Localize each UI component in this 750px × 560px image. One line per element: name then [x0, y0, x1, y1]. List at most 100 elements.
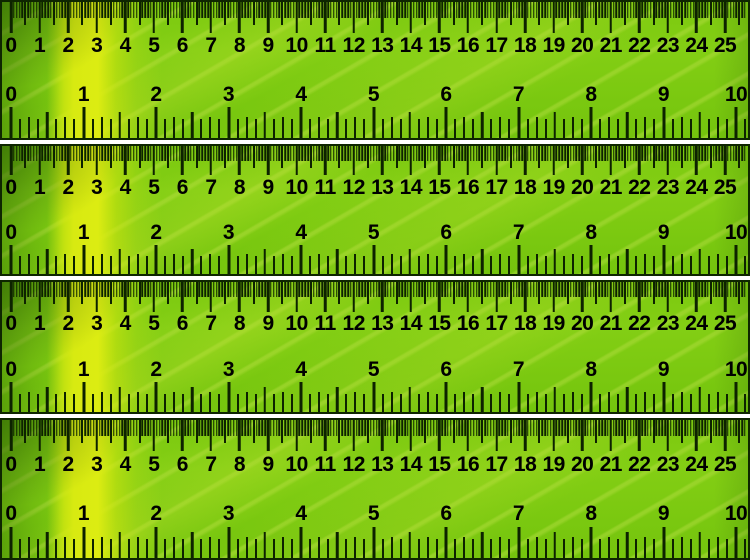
cm-tick-half — [681, 146, 684, 168]
cm-tick-minor — [198, 146, 201, 161]
cm-tick-minor — [689, 146, 692, 161]
cm-tick-minor — [287, 282, 289, 297]
cm-tick-minor — [350, 420, 352, 436]
cm-tick-minor — [541, 146, 543, 161]
cm-tick-minor — [184, 2, 186, 18]
cm-tick-minor — [492, 146, 495, 161]
cm-tick-minor — [187, 146, 189, 161]
cm-tick-minor — [604, 146, 606, 161]
cm-tick-minor — [561, 146, 563, 161]
cm-tick-minor — [584, 282, 586, 297]
cm-tick-minor — [161, 420, 164, 436]
cm-tick-minor — [50, 2, 52, 18]
in-tick-minor — [309, 256, 312, 274]
cm-label: 20 — [571, 34, 594, 57]
inch-label: 9 — [657, 502, 670, 525]
cm-tick-minor — [321, 420, 324, 436]
in-tick-minor — [145, 394, 148, 412]
in-tick-major — [82, 245, 85, 274]
cm-tick-minor — [587, 146, 589, 161]
cm-tick-minor — [644, 146, 646, 161]
in-tick-minor — [562, 539, 565, 558]
cm-tick-minor — [90, 2, 92, 18]
cm-tick-major — [209, 282, 213, 312]
in-tick-minor — [744, 539, 747, 558]
cm-tick-half — [595, 146, 598, 168]
cm-label: 16 — [456, 176, 480, 199]
cm-tick-major — [381, 282, 384, 312]
cm-tick-minor — [158, 420, 161, 436]
cm-tick-minor — [704, 282, 706, 297]
cm-tick-minor — [412, 282, 415, 297]
cm-tick-major — [695, 420, 698, 451]
cm-tick-minor — [98, 146, 101, 161]
cm-tick-major — [9, 282, 13, 312]
cm-label: 14 — [399, 34, 423, 57]
cm-tick-minor — [521, 146, 523, 161]
in-tick-minor — [599, 394, 602, 412]
cm-tick-major — [552, 146, 555, 175]
cm-tick-minor — [61, 282, 64, 297]
cm-tick-half — [709, 282, 712, 304]
cm-tick-minor — [547, 282, 549, 297]
cm-tick-minor — [607, 282, 609, 297]
cm-tick-minor — [744, 146, 746, 161]
cm-tick-minor — [572, 146, 575, 161]
cm-tick-minor — [30, 146, 32, 161]
in-tick-half — [118, 387, 121, 412]
cm-tick-half — [338, 282, 341, 304]
cm-tick-minor — [575, 2, 578, 18]
cm-tick-minor — [13, 282, 15, 297]
cm-tick-minor — [701, 282, 703, 297]
inch-label: 10 — [724, 502, 748, 525]
cm-label: 21 — [599, 176, 623, 199]
cm-tick-minor — [478, 420, 481, 436]
cm-tick-minor — [250, 420, 252, 436]
cm-tick-minor — [507, 420, 509, 436]
in-tick-quarter — [499, 392, 502, 412]
cm-label: 14 — [399, 176, 423, 199]
cm-label: 14 — [399, 312, 423, 335]
cm-tick-minor — [655, 420, 658, 436]
cm-tick-minor — [675, 146, 678, 161]
cm-tick-minor — [58, 420, 61, 436]
cm-tick-minor — [615, 146, 618, 161]
in-tick-half — [263, 112, 266, 138]
inch-label: 10 — [724, 83, 748, 106]
cm-tick-minor — [113, 2, 115, 18]
cm-tick-minor — [687, 146, 689, 161]
cm-label: 20 — [571, 453, 594, 476]
cm-tick-minor — [341, 2, 344, 18]
cm-tick-half — [538, 2, 541, 25]
in-tick-minor — [399, 539, 402, 558]
cm-tick-half — [224, 146, 227, 168]
cm-tick-minor — [241, 146, 244, 161]
cm-tick-minor — [90, 420, 92, 436]
cm-tick-minor — [33, 282, 35, 297]
in-tick-minor — [490, 539, 493, 558]
in-tick-half — [481, 249, 484, 274]
cm-tick-minor — [427, 146, 429, 161]
cm-label: 10 — [285, 176, 308, 199]
in-tick-major — [517, 107, 520, 138]
cm-tick-half — [167, 2, 170, 25]
cm-tick-minor — [347, 420, 349, 436]
in-tick-minor — [435, 394, 438, 412]
cm-tick-minor — [175, 420, 178, 436]
in-tick-major — [9, 245, 13, 274]
inch-label: 2 — [150, 83, 162, 106]
cm-tick-minor — [13, 420, 15, 436]
in-tick-minor — [127, 394, 130, 412]
in-tick-minor — [689, 539, 692, 558]
in-tick-minor — [725, 394, 728, 412]
cm-tick-minor — [141, 282, 144, 297]
cm-tick-minor — [18, 2, 21, 18]
cm-tick-minor — [101, 420, 104, 436]
cm-tick-minor — [30, 420, 32, 436]
cm-tick-minor — [572, 282, 575, 297]
in-tick-minor — [363, 119, 366, 138]
cm-tick-major — [609, 420, 612, 451]
cm-tick-minor — [661, 146, 663, 161]
cm-tick-minor — [447, 420, 449, 436]
in-tick-half — [698, 249, 701, 274]
